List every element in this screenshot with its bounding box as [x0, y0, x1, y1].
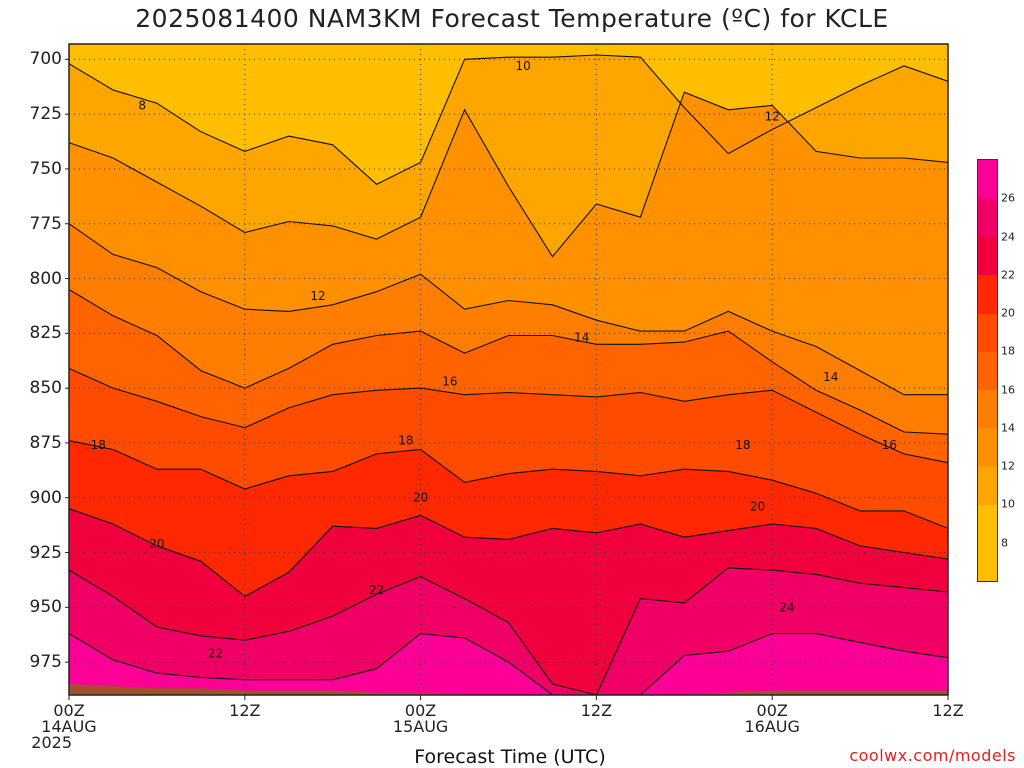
band-above-26: [69, 633, 948, 695]
x-tick-label: 00Z 14AUG 2025: [31, 701, 97, 751]
colorbar-segment: [978, 198, 997, 238]
colorbar-segment: [978, 351, 997, 391]
contour-24: [68, 567, 949, 696]
contour-label-18: 18: [735, 438, 750, 452]
contour-16: [68, 289, 949, 435]
contour-18: [68, 367, 949, 464]
x-tick-time: 00Z: [404, 701, 437, 720]
contour-10: [68, 54, 949, 185]
x-tick-label: 00Z 15AUG: [393, 703, 448, 735]
y-tick-label: 700: [29, 49, 62, 70]
x-tick-date: 16AUG: [744, 717, 800, 736]
colorbar-tick-label: 18: [1001, 344, 1015, 358]
contour-label-12: 12: [765, 109, 780, 123]
contour-20: [68, 440, 949, 529]
x-tick-label: 12Z: [932, 703, 963, 719]
x-tick-time: 12Z: [580, 701, 613, 720]
y-tick-label: 975: [29, 652, 62, 673]
colorbar-segment: [978, 160, 997, 199]
y-tick-label: 875: [29, 432, 62, 453]
contour-label-22: 22: [208, 646, 223, 660]
contour-label-18: 18: [91, 438, 106, 452]
contour-label-24: 24: [779, 600, 794, 614]
colorbar-segment: [978, 466, 997, 505]
contour-label-14: 14: [823, 370, 838, 384]
contour-label-16: 16: [442, 375, 457, 389]
ground-surface: [69, 684, 948, 695]
ground-area: [69, 684, 948, 695]
temperature-fill-bands: [69, 44, 948, 695]
y-tick-label: 925: [29, 542, 62, 563]
colorbar-tick-label: 20: [1001, 306, 1015, 320]
contour-26: [68, 633, 949, 696]
colorbar-tick-label: 24: [1001, 230, 1015, 244]
x-tick-label: 12Z: [229, 703, 260, 719]
chart-title: 2025081400 NAM3KM Forecast Temperature (…: [135, 4, 889, 33]
x-axis-label: Forecast Time (UTC): [414, 746, 606, 768]
contour-label-22: 22: [369, 583, 384, 597]
colorbar-tick-label: 12: [1001, 459, 1015, 473]
contour-label-14: 14: [574, 331, 589, 345]
colorbar-tick-label: 22: [1001, 268, 1015, 282]
x-tick-time: 00Z: [756, 701, 788, 720]
colorbar-segment: [978, 236, 997, 276]
x-tick-label: 12Z: [581, 703, 612, 719]
x-tick-date: 15AUG: [392, 717, 449, 736]
contour-lines: [68, 54, 949, 696]
x-tick-date: 2025: [31, 733, 73, 752]
y-tick-label: 750: [29, 158, 62, 179]
contour-labels: 8 10 12 12 14 14 16 16 18 18 18 20 20 20 22 22 24: [91, 59, 897, 660]
contour-label-18: 18: [398, 434, 413, 448]
colorbar-segment: [978, 313, 997, 352]
contour-label-12: 12: [310, 289, 325, 303]
colorbar-tick-label: 16: [1001, 383, 1015, 397]
colorbar-segment: [978, 504, 997, 582]
y-tick-label: 950: [29, 597, 62, 618]
contour-label-8: 8: [138, 98, 146, 112]
contour-label-20: 20: [750, 499, 765, 513]
colorbar-tick-label: 10: [1001, 497, 1015, 511]
y-tick-label: 825: [29, 323, 62, 344]
x-tick-time: 00Z: [53, 701, 85, 720]
source-credit[interactable]: coolwx.com/models: [849, 746, 1016, 765]
colorbar-tick-label: 26: [1001, 191, 1015, 205]
x-tick-date: 14AUG: [41, 717, 97, 736]
plot-frame: [68, 43, 949, 696]
x-tick-label: 00Z 16AUG: [744, 703, 799, 735]
colorbar-tick-label: 14: [1001, 421, 1015, 435]
y-tick-label: 800: [29, 268, 62, 289]
contour-12: [68, 91, 949, 258]
contour-label-20: 20: [413, 491, 428, 505]
colorbar-segment: [978, 427, 997, 467]
y-tick-label: 725: [29, 104, 62, 125]
colorbar: [977, 159, 998, 582]
x-tick-time: 12Z: [932, 701, 964, 720]
colorbar-segment: [978, 274, 997, 314]
y-tick-label: 900: [29, 487, 62, 508]
contour-14: [68, 223, 948, 396]
contour-22: [68, 508, 949, 598]
colorbar-tick-label: 8: [1001, 536, 1008, 550]
x-tick-time: 12Z: [229, 701, 261, 720]
colorbar-segment: [978, 389, 997, 429]
contour-label-16: 16: [882, 438, 897, 452]
y-tick-label: 775: [29, 213, 62, 234]
y-tick-label: 850: [29, 378, 62, 399]
contour-label-20: 20: [149, 537, 164, 551]
contour-label-10: 10: [516, 59, 531, 73]
